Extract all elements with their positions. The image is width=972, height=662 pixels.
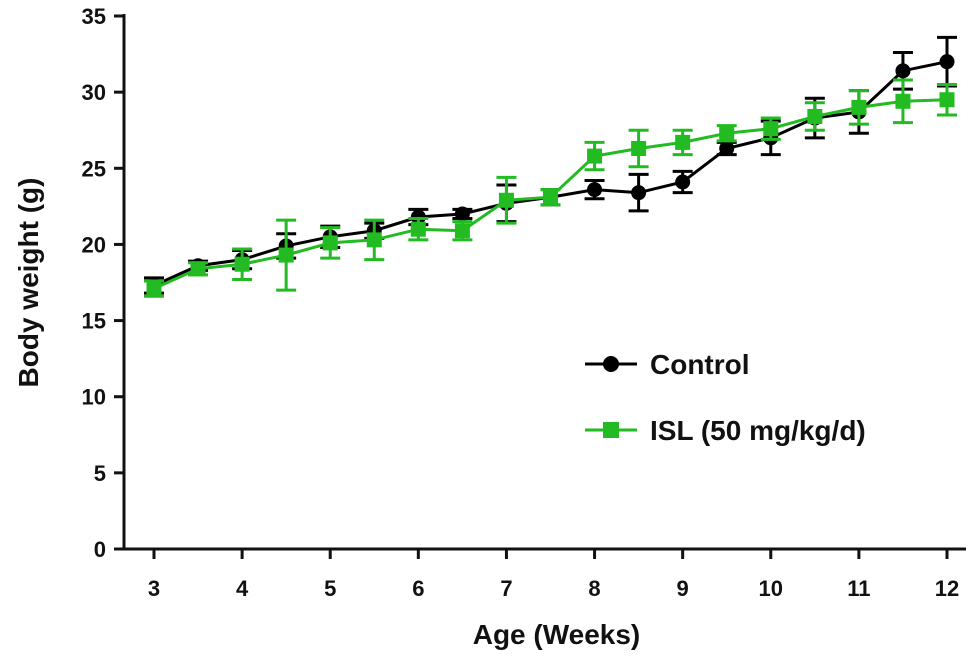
- series-layer: [144, 37, 957, 296]
- data-point: [191, 261, 206, 276]
- data-point: [543, 190, 558, 205]
- x-tick-label: 12: [935, 576, 959, 601]
- legend-label: Control: [650, 349, 750, 380]
- axes: 0 5 10 15 20 25 30 35 3 4 5 6 7 8 9 10 11 12: [82, 4, 966, 601]
- data-point: [499, 193, 514, 208]
- data-point: [940, 92, 955, 107]
- legend-marker: [603, 422, 619, 438]
- legend-item: Control: [585, 349, 750, 380]
- data-point: [675, 174, 690, 189]
- data-point: [851, 100, 866, 115]
- legend-item: ISL (50 mg/kg/d): [585, 415, 866, 446]
- data-point: [367, 232, 382, 247]
- data-point: [719, 141, 734, 156]
- data-point: [587, 182, 602, 197]
- data-point: [675, 135, 690, 150]
- x-tick-label: 4: [236, 576, 249, 601]
- data-point: [895, 63, 910, 78]
- x-tick-label: 6: [412, 576, 424, 601]
- data-point: [940, 54, 955, 69]
- series-control: [144, 37, 957, 293]
- data-point: [147, 281, 162, 296]
- y-tick-label: 20: [82, 232, 106, 257]
- legend-label: ISL (50 mg/kg/d): [650, 415, 866, 446]
- series-line: [154, 62, 947, 286]
- x-tick-label: 5: [324, 576, 336, 601]
- data-point: [587, 149, 602, 164]
- y-tick-label: 15: [82, 309, 106, 334]
- y-tick-label: 35: [82, 4, 106, 29]
- y-axis-title: Body weight (g): [13, 178, 44, 388]
- y-tick-label: 5: [94, 461, 106, 486]
- data-point: [807, 109, 822, 124]
- x-tick-label: 7: [500, 576, 512, 601]
- data-point: [279, 248, 294, 263]
- legend-marker: [603, 356, 619, 372]
- y-tick-label: 25: [82, 156, 106, 181]
- data-point: [323, 235, 338, 250]
- x-axis-title: Age (Weeks): [473, 619, 641, 650]
- y-tick-label: 10: [82, 385, 106, 410]
- data-point: [411, 222, 426, 237]
- x-tick-label: 8: [588, 576, 600, 601]
- y-tick-label: 0: [94, 537, 106, 562]
- data-point: [455, 223, 470, 238]
- y-tick-label: 30: [82, 80, 106, 105]
- data-point: [631, 185, 646, 200]
- series-isl: [144, 80, 957, 296]
- data-point: [235, 257, 250, 272]
- data-point: [455, 206, 470, 221]
- data-point: [631, 141, 646, 156]
- x-tick-label: 11: [847, 576, 870, 601]
- data-point: [763, 121, 778, 136]
- x-tick-label: 9: [677, 576, 689, 601]
- legend: Control ISL (50 mg/kg/d): [585, 349, 866, 446]
- data-point: [719, 126, 734, 141]
- x-tick-label: 3: [148, 576, 160, 601]
- data-point: [895, 94, 910, 109]
- x-tick-label: 10: [759, 576, 783, 601]
